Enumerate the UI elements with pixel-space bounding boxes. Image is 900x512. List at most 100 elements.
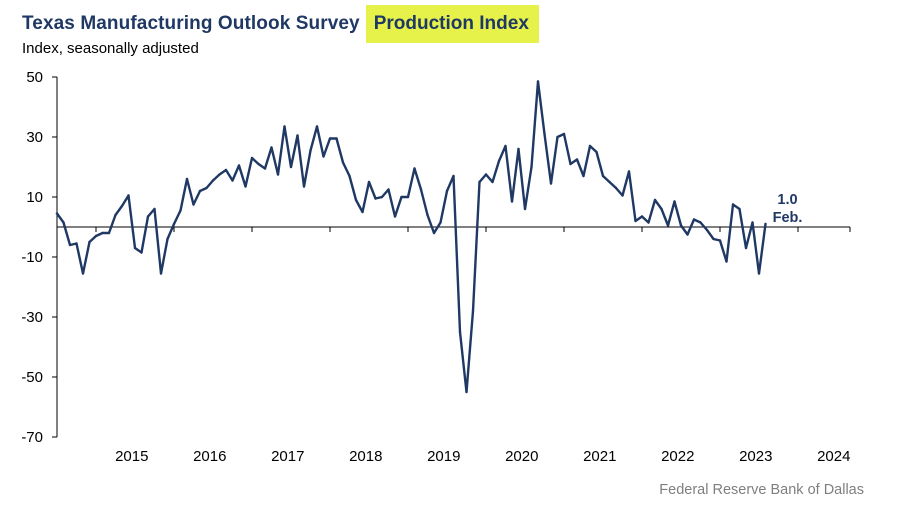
data-point (88, 240, 91, 244)
data-point (250, 156, 254, 160)
data-point (543, 132, 546, 136)
data-point (426, 213, 429, 217)
data-point (458, 330, 462, 334)
data-point (283, 125, 286, 128)
series-line (55, 80, 767, 394)
data-point (575, 158, 579, 161)
data-point (536, 80, 540, 83)
data-point (679, 224, 683, 227)
data-point (354, 198, 358, 202)
latest-value-label: 1.0 (777, 192, 797, 208)
data-point (705, 228, 709, 232)
y-tick-label: -30 (21, 309, 43, 326)
y-tick-label: -70 (21, 429, 43, 446)
data-point (263, 167, 267, 170)
data-point (549, 182, 553, 185)
data-point (471, 309, 475, 313)
data-points (55, 80, 767, 394)
x-axis-ticks: 2015 2016 2017 2018 2019 2020 2021 2022 2023 2024 (95, 227, 851, 465)
data-point (725, 260, 728, 263)
data-point (621, 194, 624, 197)
x-tick-label: 2022 (661, 448, 694, 465)
data-point (432, 231, 436, 235)
data-point (387, 188, 390, 191)
data-point (712, 237, 715, 241)
data-point (718, 239, 722, 242)
data-point (497, 159, 501, 163)
data-point (348, 174, 351, 178)
chart-title: Texas Manufacturing Outlook Survey (22, 13, 360, 34)
data-point (198, 189, 202, 193)
x-tick-label: 2023 (739, 448, 772, 465)
data-point (107, 231, 111, 235)
data-point (419, 188, 423, 191)
data-point (439, 221, 442, 224)
data-point (192, 203, 195, 206)
source-credit: Federal Reserve Bank of Dallas (659, 482, 864, 498)
data-point (504, 144, 507, 148)
data-point (62, 221, 65, 224)
data-point (94, 234, 98, 238)
data-point (666, 224, 670, 227)
data-point (530, 165, 533, 169)
data-point (608, 180, 611, 184)
data-point (68, 243, 72, 247)
data-point (692, 218, 696, 221)
data-point (166, 237, 169, 241)
x-tick-label: 2019 (427, 448, 460, 465)
y-tick-label: 10 (26, 189, 43, 206)
data-point (328, 137, 332, 140)
data-point (757, 272, 761, 275)
data-point (237, 164, 241, 167)
data-point (361, 210, 364, 214)
data-point (601, 174, 605, 178)
data-point (244, 185, 247, 188)
data-point (315, 125, 319, 128)
data-point (588, 144, 592, 148)
data-point (653, 198, 657, 202)
data-point (640, 215, 644, 218)
data-point (302, 185, 306, 188)
data-point (744, 246, 748, 250)
data-point (582, 174, 585, 178)
y-tick-label: 50 (26, 69, 43, 86)
chart-title-highlight: Production Index (365, 5, 539, 43)
data-point (406, 195, 410, 199)
series-group (55, 80, 767, 394)
x-tick-label: 2021 (583, 448, 616, 465)
data-point (309, 149, 312, 152)
data-point (114, 213, 117, 217)
data-point (211, 179, 215, 182)
data-point (614, 186, 618, 190)
data-point (445, 189, 449, 193)
data-point (510, 200, 514, 203)
data-point (478, 180, 481, 184)
x-tick-label: 2016 (193, 448, 226, 465)
y-tick-label: -10 (21, 249, 43, 266)
data-point (185, 177, 189, 181)
data-point (172, 222, 176, 226)
data-point (335, 137, 338, 140)
data-point (595, 150, 598, 154)
data-point (647, 221, 650, 224)
data-point (140, 251, 143, 254)
data-point (673, 200, 676, 203)
data-point (296, 134, 299, 137)
data-point (81, 272, 85, 275)
data-point (153, 207, 156, 211)
data-point (101, 231, 104, 235)
y-tick-label: 30 (26, 129, 43, 146)
data-point (205, 186, 208, 190)
data-point (374, 197, 377, 200)
data-point (341, 161, 345, 164)
data-point (517, 147, 520, 151)
data-point (491, 180, 494, 184)
data-point (224, 168, 228, 172)
data-point (413, 167, 416, 170)
data-point (146, 215, 150, 218)
data-point (738, 207, 741, 211)
data-point (322, 155, 325, 158)
data-point (751, 221, 754, 224)
data-point (231, 179, 234, 182)
